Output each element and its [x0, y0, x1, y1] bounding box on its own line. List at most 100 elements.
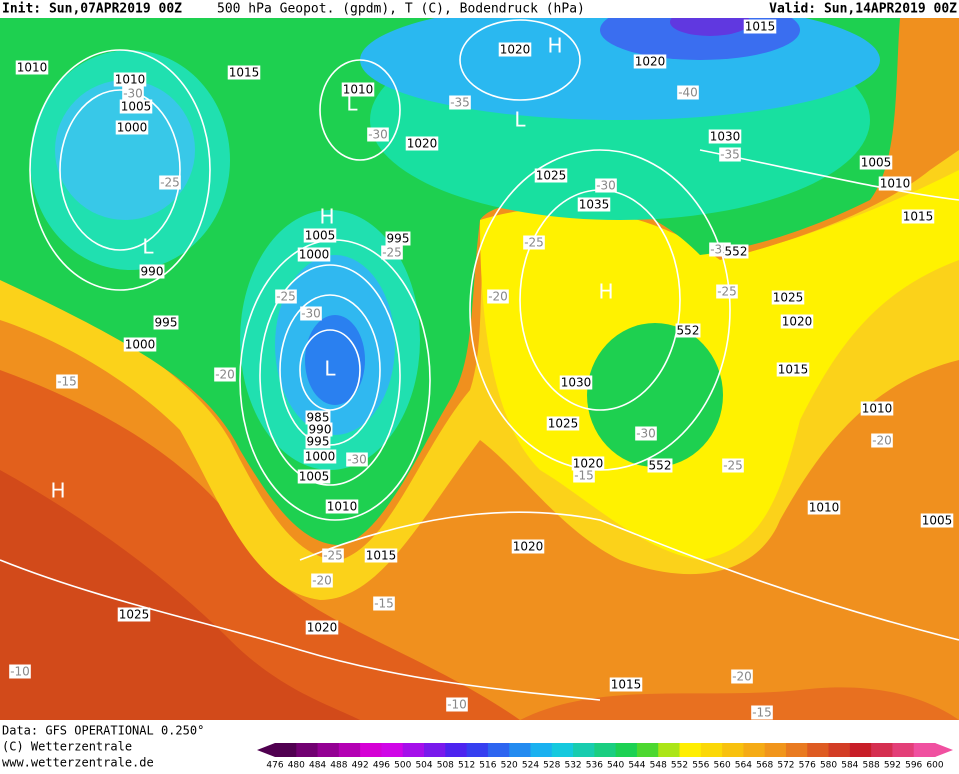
cold-region: [587, 323, 723, 467]
temperature-label: -15: [374, 597, 394, 611]
temperature-label-box: [871, 433, 893, 448]
pressure-label-box: [534, 168, 568, 183]
colorbar-swatch: [871, 743, 893, 757]
temperature-label: -25: [276, 290, 296, 304]
colorbar-label: 520: [501, 761, 518, 771]
pressure-label-box: [139, 264, 165, 279]
temperature-label: -30: [301, 307, 321, 321]
temperature-label-box: [346, 452, 368, 467]
pressure-label: 1000: [299, 248, 330, 262]
colorbar-label: 552: [671, 761, 688, 771]
temperature-label-box: [751, 705, 773, 720]
pressure-label-box: [878, 176, 912, 191]
temperature-label-box: [9, 664, 31, 679]
copyright: (C) Wetterzentrale: [2, 740, 132, 754]
temperature-label: -15: [57, 375, 77, 389]
colorbar-swatch: [509, 743, 531, 757]
pressure-label-box: [743, 19, 777, 34]
colorbar-swatch: [381, 743, 404, 757]
colorbar-label: 476: [266, 761, 283, 771]
pressure-label: 1015: [366, 549, 397, 563]
temperature-label: -25: [723, 459, 743, 473]
colorbar-swatch: [785, 743, 808, 757]
temperature-label-box: [731, 669, 753, 684]
pressure-label: 1025: [119, 608, 150, 622]
pressure-label: 1000: [117, 121, 148, 135]
pressure-label-box: [708, 129, 742, 144]
pressure-label-box: [297, 247, 331, 262]
temperature-label-box: [311, 573, 333, 588]
pressure-center: H: [598, 280, 613, 304]
temperature-label-box: [719, 147, 741, 162]
colorbar-swatch: [360, 743, 382, 757]
temperature-label: -25: [524, 236, 544, 250]
colorbar-swatch: [338, 743, 361, 757]
colorbar-swatch: [551, 743, 574, 757]
pressure-label-box: [325, 499, 359, 514]
pressure-label-box: [559, 375, 593, 390]
pressure-label-box: [115, 120, 149, 135]
colorbar-swatch: [700, 743, 723, 757]
pressure-label-box: [307, 422, 333, 437]
temperature-label: -20: [215, 368, 235, 382]
temperature-label: -20: [488, 290, 508, 304]
pressure-label-box: [511, 539, 545, 554]
temperature-label-box: [523, 235, 545, 250]
colorbar-swatch: [573, 743, 595, 757]
cold-core: [305, 315, 365, 405]
pressure-label-box: [364, 548, 398, 563]
colorbar-label: 556: [692, 761, 709, 771]
pressure-label: 1030: [710, 130, 741, 144]
pressure-label-box: [153, 315, 179, 330]
colorbar-label: 488: [330, 761, 347, 771]
pressure-label-box: [546, 416, 580, 431]
colorbar-label: 508: [437, 761, 454, 771]
pressure-label-box: [119, 99, 153, 114]
website: www.wetterzentrale.de: [2, 756, 154, 770]
temperature-label: -30: [596, 179, 616, 193]
colorbar-label: 564: [735, 761, 752, 771]
temperature-label-box: [595, 178, 617, 193]
height-label-box: [723, 244, 749, 259]
pressure-label: 1035: [579, 198, 610, 212]
pressure-label: 1010: [880, 177, 911, 191]
colorbar-swatch: [402, 743, 425, 757]
pressure-label-box: [859, 155, 893, 170]
pressure-label-box: [771, 290, 805, 305]
colorbar-label: 600: [926, 761, 943, 771]
pressure-label: 1015: [903, 210, 934, 224]
colorbar-swatch: [849, 743, 872, 757]
pressure-label-box: [498, 42, 532, 57]
pressure-label: 1010: [115, 73, 146, 87]
height-label: 552: [677, 324, 700, 338]
pressure-label: 1010: [862, 402, 893, 416]
pressure-label: 1010: [17, 61, 48, 75]
colorbar-swatch: [764, 743, 787, 757]
pressure-label-box: [571, 456, 605, 471]
colorbar-swatch: [658, 743, 681, 757]
colorbar-swatch: [530, 743, 553, 757]
pressure-label-box: [305, 620, 339, 635]
colorbar-label: 580: [820, 761, 837, 771]
colorbar-label: 504: [415, 761, 432, 771]
colorbar-label: 500: [394, 761, 411, 771]
colorbar-end: [935, 743, 953, 757]
pressure-label-box: [123, 337, 157, 352]
temperature-label-box: [722, 458, 744, 473]
pressure-label: 1020: [635, 55, 666, 69]
pressure-label: 1000: [125, 338, 156, 352]
colorbar-label: 544: [628, 761, 645, 771]
temperature-label-box: [449, 95, 471, 110]
pressure-center: L: [346, 92, 358, 116]
pressure-label-box: [633, 54, 667, 69]
colorbar-label: 588: [863, 761, 880, 771]
pressure-label: 1005: [922, 514, 953, 528]
pressure-label-box: [776, 362, 810, 377]
temperature-label: -30: [368, 128, 388, 142]
pressure-label-box: [305, 434, 331, 449]
pressure-label-box: [15, 60, 49, 75]
colorbar-label: 512: [458, 761, 475, 771]
temperature-label: -25: [160, 176, 180, 190]
data-source: Data: GFS OPERATIONAL 0.250°: [2, 724, 204, 738]
temperature-label: -15: [574, 469, 594, 483]
